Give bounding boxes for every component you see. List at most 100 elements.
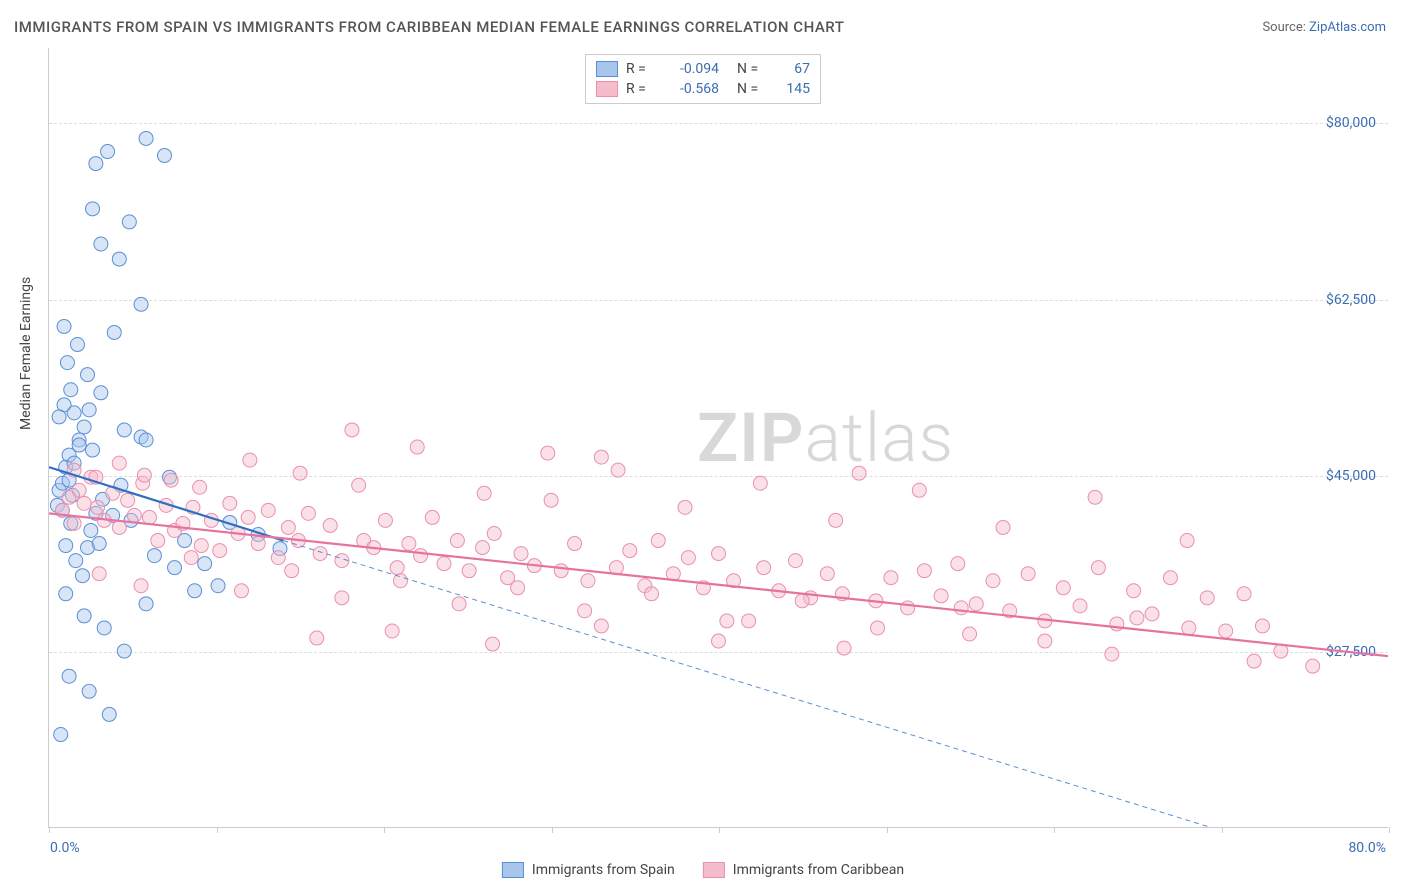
legend-series-item: Immigrants from Caribbean xyxy=(703,862,904,878)
data-point xyxy=(476,541,490,555)
data-point xyxy=(72,438,86,452)
data-point xyxy=(720,614,734,628)
data-point xyxy=(1073,599,1087,613)
data-point xyxy=(425,510,439,524)
data-point xyxy=(75,569,89,583)
x-tick xyxy=(1389,827,1390,833)
data-point xyxy=(57,319,71,333)
data-point xyxy=(69,554,83,568)
legend-stats-row: R =-0.568N =145 xyxy=(596,79,810,99)
data-point xyxy=(241,510,255,524)
data-point xyxy=(753,476,767,490)
data-point xyxy=(623,544,637,558)
data-point xyxy=(97,621,111,635)
n-label: N = xyxy=(737,61,767,77)
data-point xyxy=(611,463,625,477)
legend-series-label: Immigrants from Caribbean xyxy=(733,862,904,878)
data-point xyxy=(323,518,337,532)
data-point xyxy=(1219,624,1233,638)
data-point xyxy=(157,149,171,163)
data-point xyxy=(112,456,126,470)
data-point xyxy=(462,564,476,578)
data-point xyxy=(59,587,73,601)
data-point xyxy=(578,604,592,618)
data-point xyxy=(969,597,983,611)
data-point xyxy=(261,503,275,517)
data-point xyxy=(645,587,659,601)
data-point xyxy=(112,252,126,266)
data-point xyxy=(884,571,898,585)
data-point xyxy=(301,506,315,520)
data-point xyxy=(117,644,131,658)
data-point xyxy=(1247,654,1261,668)
data-point xyxy=(147,549,161,563)
n-value: 67 xyxy=(775,61,810,77)
data-point xyxy=(271,551,285,565)
x-tick xyxy=(719,827,720,833)
data-point xyxy=(54,728,68,742)
scatter-svg xyxy=(49,48,1388,827)
data-point xyxy=(1163,571,1177,585)
data-point xyxy=(310,631,324,645)
data-point xyxy=(293,466,307,480)
legend-swatch xyxy=(596,81,618,97)
data-point xyxy=(514,547,528,561)
trend-line-dashed xyxy=(283,541,1388,827)
legend-series: Immigrants from Spain Immigrants from Car… xyxy=(502,862,904,878)
data-point xyxy=(112,520,126,534)
data-point xyxy=(64,383,78,397)
data-point xyxy=(1182,621,1196,635)
data-point xyxy=(94,237,108,251)
source-link[interactable]: ZipAtlas.com xyxy=(1309,20,1386,35)
data-point xyxy=(194,539,208,553)
data-point xyxy=(92,537,106,551)
data-point xyxy=(757,561,771,575)
data-point xyxy=(378,513,392,527)
x-tick xyxy=(1222,827,1223,833)
legend-stats-row: R =-0.094N =67 xyxy=(596,59,810,79)
data-point xyxy=(86,202,100,216)
data-point xyxy=(335,591,349,605)
data-point xyxy=(107,325,121,339)
data-point xyxy=(594,450,608,464)
data-point xyxy=(568,537,582,551)
x-axis-min-label: 0.0% xyxy=(50,840,80,856)
data-point xyxy=(1110,617,1124,631)
data-point xyxy=(788,554,802,568)
data-point xyxy=(77,496,91,510)
data-point xyxy=(651,534,665,548)
data-point xyxy=(127,508,141,522)
data-point xyxy=(951,557,965,571)
data-point xyxy=(234,584,248,598)
r-label: R = xyxy=(626,81,656,97)
data-point xyxy=(477,486,491,500)
legend-series-item: Immigrants from Spain xyxy=(502,862,675,878)
data-point xyxy=(917,564,931,578)
data-point xyxy=(188,584,202,598)
data-point xyxy=(223,496,237,510)
data-point xyxy=(393,574,407,588)
data-point xyxy=(211,579,225,593)
data-point xyxy=(541,446,555,460)
data-point xyxy=(121,493,135,507)
data-point xyxy=(91,500,105,514)
data-point xyxy=(243,453,257,467)
data-point xyxy=(410,440,424,454)
data-point xyxy=(385,624,399,638)
data-point xyxy=(852,466,866,480)
r-label: R = xyxy=(626,61,656,77)
data-point xyxy=(901,601,915,615)
data-point xyxy=(1130,611,1144,625)
data-point xyxy=(67,406,81,420)
data-point xyxy=(1200,591,1214,605)
data-point xyxy=(82,403,96,417)
data-point xyxy=(1127,584,1141,598)
data-point xyxy=(1145,607,1159,621)
data-point xyxy=(70,338,84,352)
data-point xyxy=(92,567,106,581)
data-point xyxy=(60,356,74,370)
legend-series-label: Immigrants from Spain xyxy=(532,862,675,878)
data-point xyxy=(62,669,76,683)
data-point xyxy=(712,634,726,648)
data-point xyxy=(414,549,428,563)
